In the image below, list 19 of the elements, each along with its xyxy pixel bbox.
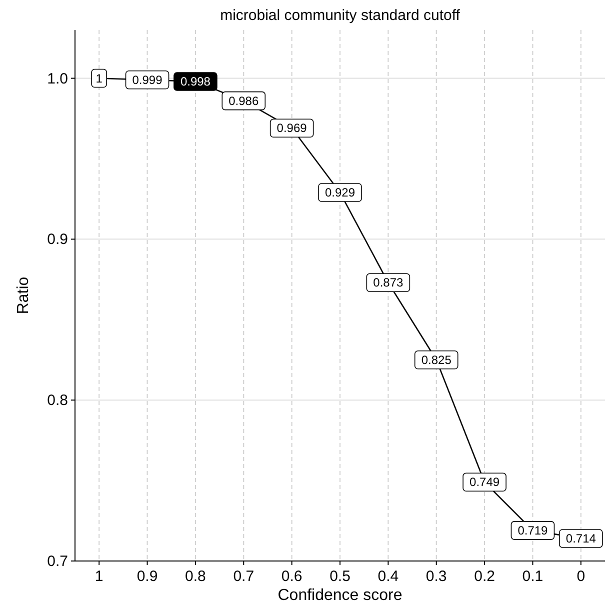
x-tick-label: 0.1 [522,568,544,585]
x-tick-label: 0.9 [136,568,158,585]
y-tick-label: 1.0 [47,70,68,88]
x-tick-label: 0.2 [474,568,495,585]
x-tick-label: 1 [94,568,104,585]
x-tick-label: 0.3 [426,568,447,585]
y-tick-label: 0.7 [47,553,68,570]
x-tick-label: 0 [576,568,586,585]
data-label: 1 [96,71,103,86]
chart-title: microbial community standard cutoff [220,7,461,24]
x-tick-label: 0.6 [281,568,302,585]
x-tick-label: 0.4 [378,568,399,585]
y-tick-label: 0.8 [47,392,68,410]
x-tick-label: 0.5 [330,568,350,585]
x-axis-title: Confidence score [278,587,402,604]
y-axis-title: Ratio [15,276,32,314]
x-tick-label: 0.8 [185,568,206,585]
x-tick-label: 0.7 [233,568,254,585]
y-tick-label: 0.9 [47,231,68,248]
